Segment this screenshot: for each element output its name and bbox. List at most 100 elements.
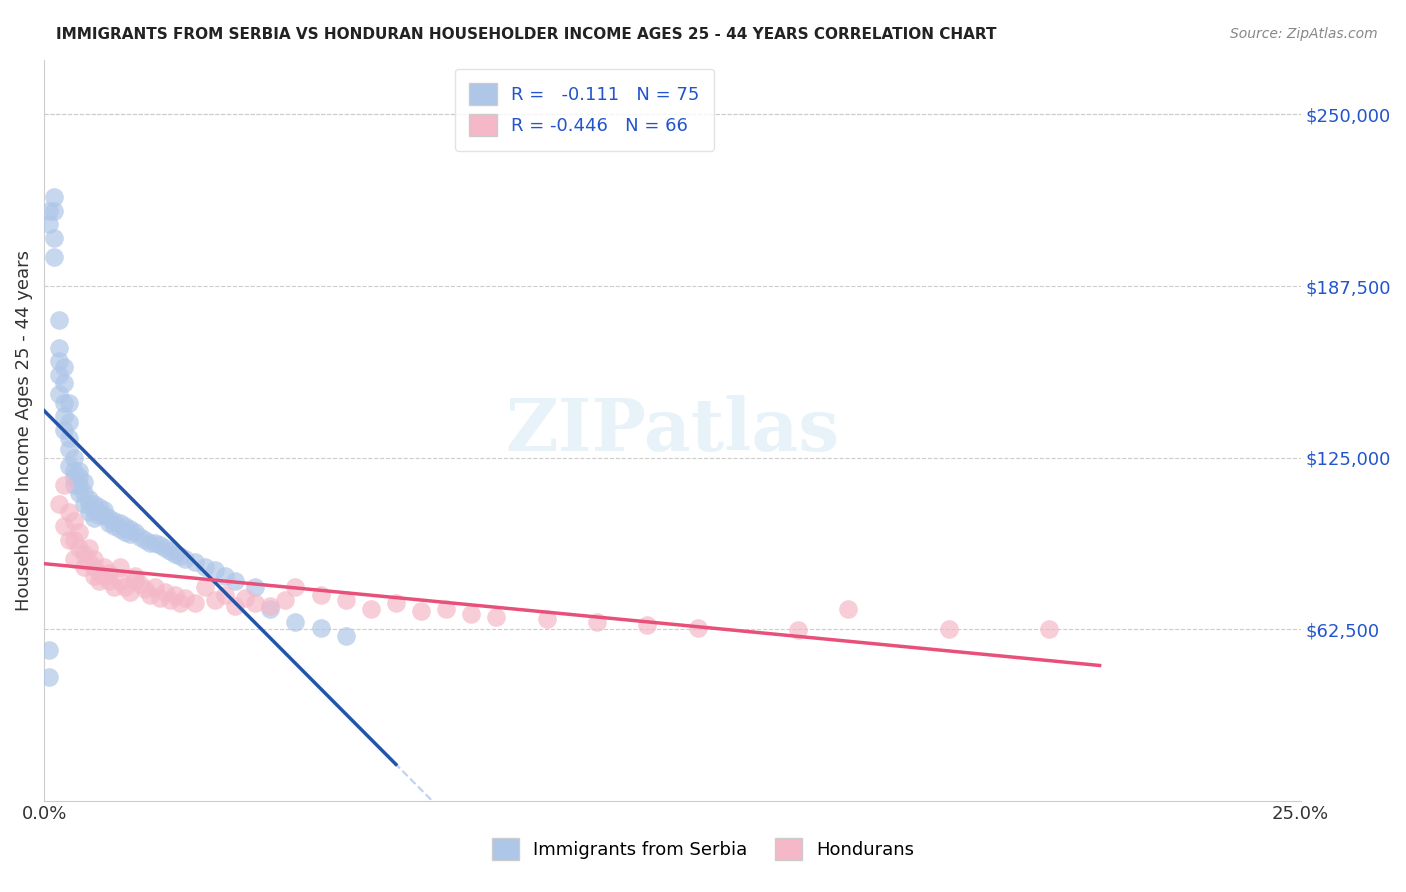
Point <box>245 596 267 610</box>
Point <box>73 486 96 500</box>
Point <box>118 527 141 541</box>
Text: IMMIGRANTS FROM SERBIA VS HONDURAN HOUSEHOLDER INCOME AGES 25 - 44 YEARS CORRELA: IMMIGRANTS FROM SERBIA VS HONDURAN HOUSE… <box>56 27 997 42</box>
Point <box>204 593 226 607</box>
Point <box>163 547 186 561</box>
Point <box>134 533 156 547</box>
Point <box>83 502 105 516</box>
Point <box>73 497 96 511</box>
Point <box>128 576 150 591</box>
Point <box>83 552 105 566</box>
Point <box>114 519 136 533</box>
Point <box>149 591 172 605</box>
Point <box>360 601 382 615</box>
Point <box>79 541 101 555</box>
Point <box>53 519 76 533</box>
Point <box>245 580 267 594</box>
Point <box>83 560 105 574</box>
Point <box>284 615 307 630</box>
Point <box>214 588 236 602</box>
Point <box>118 585 141 599</box>
Point <box>67 469 90 483</box>
Point <box>83 511 105 525</box>
Point <box>114 580 136 594</box>
Point <box>153 585 176 599</box>
Point <box>63 514 86 528</box>
Point <box>89 574 111 588</box>
Point <box>79 497 101 511</box>
Point <box>124 574 146 588</box>
Point <box>63 533 86 547</box>
Point <box>163 588 186 602</box>
Point <box>93 502 115 516</box>
Point <box>83 497 105 511</box>
Point <box>108 516 131 531</box>
Point <box>385 596 408 610</box>
Point <box>636 618 658 632</box>
Point <box>153 541 176 555</box>
Point <box>103 580 125 594</box>
Point <box>159 593 181 607</box>
Point <box>48 497 70 511</box>
Point <box>124 524 146 539</box>
Point <box>58 458 80 473</box>
Point <box>58 533 80 547</box>
Point <box>67 464 90 478</box>
Point <box>409 604 432 618</box>
Point <box>837 601 859 615</box>
Point <box>93 508 115 523</box>
Point <box>173 591 195 605</box>
Point <box>938 622 960 636</box>
Point <box>98 511 121 525</box>
Point <box>58 415 80 429</box>
Point <box>98 566 121 580</box>
Point <box>63 464 86 478</box>
Point <box>335 629 357 643</box>
Point <box>284 580 307 594</box>
Point <box>48 387 70 401</box>
Point <box>1038 622 1060 636</box>
Point <box>38 670 60 684</box>
Point <box>259 599 281 613</box>
Point <box>53 409 76 424</box>
Point <box>586 615 609 630</box>
Point <box>67 524 90 539</box>
Point <box>114 524 136 539</box>
Point <box>58 442 80 457</box>
Point <box>79 555 101 569</box>
Point <box>434 601 457 615</box>
Point <box>138 588 160 602</box>
Point <box>48 341 70 355</box>
Y-axis label: Householder Income Ages 25 - 44 years: Householder Income Ages 25 - 44 years <box>15 250 32 611</box>
Point <box>44 203 66 218</box>
Point <box>73 475 96 490</box>
Point <box>274 593 297 607</box>
Point <box>63 450 86 465</box>
Point <box>48 368 70 383</box>
Point <box>67 478 90 492</box>
Point <box>194 560 217 574</box>
Point <box>83 568 105 582</box>
Point <box>184 596 207 610</box>
Point <box>184 555 207 569</box>
Point <box>89 500 111 514</box>
Point <box>309 621 332 635</box>
Point <box>169 549 191 564</box>
Point <box>44 231 66 245</box>
Point <box>89 566 111 580</box>
Point <box>128 530 150 544</box>
Point <box>309 588 332 602</box>
Legend: Immigrants from Serbia, Hondurans: Immigrants from Serbia, Hondurans <box>478 823 928 874</box>
Point <box>53 359 76 374</box>
Point <box>93 568 115 582</box>
Point <box>38 203 60 218</box>
Point <box>79 491 101 506</box>
Point <box>173 552 195 566</box>
Point <box>98 574 121 588</box>
Point <box>149 538 172 552</box>
Point <box>93 560 115 574</box>
Point <box>44 250 66 264</box>
Point <box>224 599 246 613</box>
Point <box>38 642 60 657</box>
Point <box>169 596 191 610</box>
Point <box>53 423 76 437</box>
